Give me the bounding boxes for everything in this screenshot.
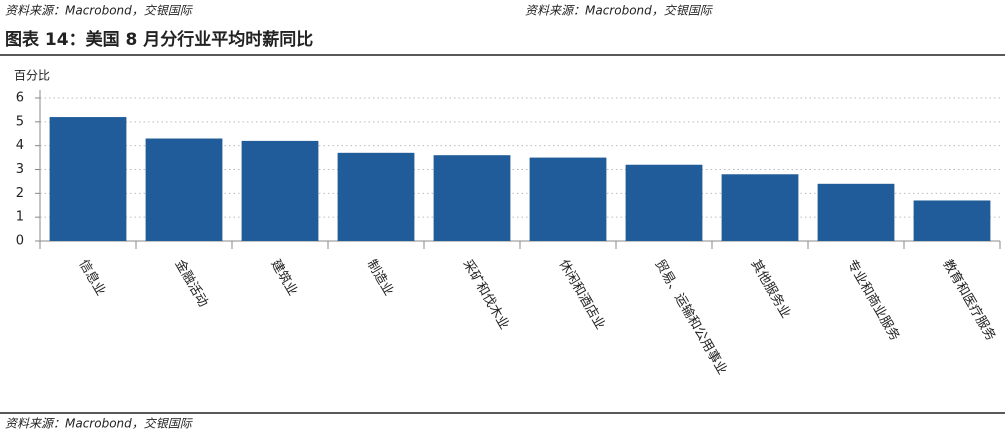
- y-tick-label: 2: [16, 186, 24, 201]
- x-tick-label: 信息业: [76, 257, 109, 299]
- bar: [529, 157, 607, 241]
- x-tick-label: 教育和医疗服务: [940, 257, 999, 344]
- bar: [49, 117, 127, 241]
- bar: [433, 155, 511, 241]
- bar: [145, 138, 223, 241]
- x-tick-label: 贸易、运输和公用事业: [652, 257, 731, 378]
- y-tick-label: 6: [16, 91, 24, 106]
- y-tick-label: 1: [16, 210, 24, 225]
- source-text: 资料来源：Macrobond，交银国际: [525, 4, 714, 18]
- source-text: 资料来源：Macrobond，交银国际: [5, 417, 194, 431]
- bar: [721, 174, 799, 241]
- x-tick-label: 制造业: [364, 257, 396, 298]
- y-tick-label: 4: [16, 138, 24, 153]
- x-tick-label: 专业和商业服务: [844, 257, 903, 344]
- x-tick-label: 金融活动: [172, 257, 212, 310]
- x-tick-label: 建筑业: [268, 257, 301, 299]
- y-tick-label: 3: [16, 162, 24, 177]
- x-tick-label: 休闲和酒店业: [556, 257, 608, 332]
- bar: [913, 200, 991, 241]
- x-tick-label: 其他服务业: [748, 257, 794, 321]
- chart-title: 图表 14：美国 8 月分行业平均时薪同比: [5, 29, 313, 50]
- bar: [625, 164, 703, 241]
- bar: [817, 183, 895, 241]
- bar: [337, 152, 415, 241]
- x-tick-label: 采矿和伐木业: [460, 257, 512, 332]
- y-axis-label: 百分比: [14, 69, 50, 83]
- y-tick-label: 0: [16, 234, 24, 249]
- y-tick-label: 5: [16, 114, 24, 129]
- source-text: 资料来源：Macrobond，交银国际: [5, 4, 194, 18]
- bar: [241, 140, 319, 241]
